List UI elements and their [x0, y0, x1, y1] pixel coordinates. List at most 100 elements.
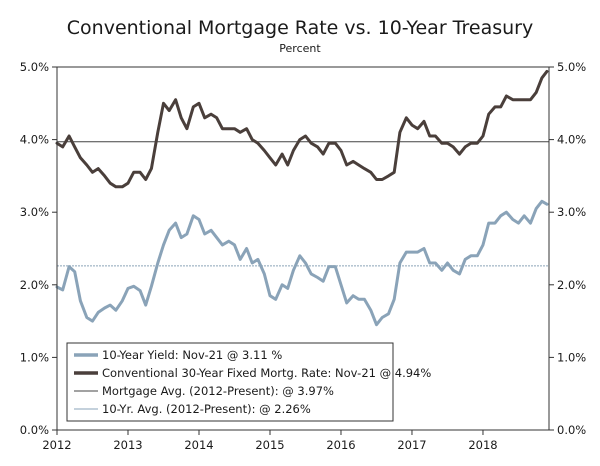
- data-point-1-16: [150, 167, 153, 170]
- x-tick-label-4: 2016: [326, 438, 355, 452]
- legend: 10-Year Yield: Nov-21 @ 3.11 % Conventio…: [66, 342, 431, 422]
- x-tick-label-2: 2014: [184, 438, 213, 452]
- data-point-1-9: [109, 182, 111, 184]
- data-point-1-57: [393, 171, 396, 174]
- data-point-0-36: [269, 294, 271, 297]
- y-tick-label-left-4: 4.0%: [20, 133, 49, 147]
- data-point-1-49: [345, 164, 348, 166]
- data-point-0-83: [546, 203, 548, 205]
- data-point-1-60: [411, 124, 413, 126]
- data-point-0-28: [221, 244, 224, 246]
- data-point-0-53: [370, 309, 372, 312]
- series-line-0: [55, 199, 549, 327]
- data-point-1-15: [144, 178, 147, 181]
- data-point-0-7: [97, 311, 99, 314]
- data-point-1-67: [452, 146, 455, 148]
- data-point-0-1: [61, 289, 64, 291]
- data-point-0-43: [310, 273, 313, 275]
- data-point-1-42: [304, 135, 307, 137]
- data-point-1-31: [239, 131, 241, 134]
- data-point-1-81: [535, 91, 537, 94]
- data-point-0-46: [328, 265, 330, 268]
- data-point-1-38: [281, 153, 283, 155]
- data-point-0-10: [115, 309, 117, 312]
- data-point-1-13: [132, 171, 135, 174]
- data-point-0-31: [239, 258, 241, 261]
- data-point-1-46: [328, 142, 330, 144]
- data-point-1-55: [381, 178, 384, 181]
- data-point-1-3: [73, 146, 76, 148]
- data-point-0-52: [363, 298, 366, 301]
- data-point-1-65: [441, 142, 443, 144]
- data-point-1-32: [245, 127, 248, 130]
- data-point-1-27: [215, 117, 218, 119]
- data-point-0-69: [464, 258, 467, 261]
- data-point-0-58: [399, 262, 401, 264]
- data-point-1-64: [434, 135, 437, 137]
- data-point-0-45: [322, 280, 325, 283]
- data-point-1-80: [529, 98, 532, 101]
- x-tick-label-3: 2015: [255, 438, 284, 452]
- data-point-0-24: [198, 218, 200, 221]
- data-point-0-56: [387, 313, 390, 315]
- data-point-0-17: [157, 262, 159, 264]
- data-point-1-54: [375, 178, 378, 181]
- y-tick-label-left-3: 3.0%: [20, 205, 49, 219]
- data-point-1-77: [512, 98, 514, 101]
- data-point-1-73: [487, 113, 490, 115]
- data-point-0-61: [416, 251, 419, 253]
- y-tick-label-right-1: 1.0%: [557, 350, 586, 364]
- data-point-1-48: [340, 149, 342, 152]
- data-point-0-59: [405, 251, 408, 253]
- data-point-1-18: [162, 102, 165, 105]
- axes: [56, 66, 550, 431]
- y-tick-label-right-4: 4.0%: [557, 133, 586, 147]
- data-point-0-13: [132, 285, 135, 288]
- data-point-0-30: [233, 244, 236, 246]
- data-point-1-4: [79, 157, 82, 159]
- series-line-1: [55, 69, 549, 189]
- data-point-1-52: [363, 167, 366, 170]
- data-point-0-25: [203, 233, 206, 235]
- plot-frame: [56, 66, 550, 431]
- y-tick-label-right-0: 0.0%: [557, 423, 586, 437]
- data-point-1-61: [416, 127, 419, 130]
- legend-box: [66, 342, 394, 422]
- y-tick-label-left-1: 1.0%: [20, 350, 49, 364]
- data-point-0-80: [529, 222, 532, 224]
- data-point-0-37: [274, 298, 277, 301]
- data-point-0-38: [281, 284, 283, 286]
- ticks: 0.0% 0.0% 1.0% 1.0% 2.0% 2.0% 3.0% 3.0% 4.0% 4.0%…: [20, 60, 587, 452]
- data-point-1-6: [91, 171, 94, 174]
- data-point-1-2: [68, 135, 70, 137]
- data-point-0-70: [470, 255, 472, 257]
- data-point-0-15: [144, 304, 147, 306]
- data-point-1-33: [251, 138, 253, 141]
- data-point-1-19: [168, 109, 170, 112]
- data-point-1-82: [541, 77, 543, 79]
- data-point-0-11: [121, 300, 124, 302]
- data-point-1-62: [423, 120, 425, 123]
- data-point-1-44: [316, 146, 319, 148]
- data-point-0-49: [345, 302, 348, 304]
- data-point-0-51: [357, 298, 360, 301]
- data-point-1-23: [192, 106, 195, 108]
- series-layer: [55, 69, 549, 327]
- data-point-0-42: [304, 262, 307, 264]
- data-point-1-45: [322, 153, 325, 155]
- data-point-0-29: [228, 240, 230, 242]
- y-tick-label-right-3: 3.0%: [557, 205, 586, 219]
- data-point-1-69: [464, 146, 467, 148]
- data-point-0-14: [139, 289, 141, 292]
- data-point-0-23: [192, 215, 195, 217]
- data-point-0-79: [523, 215, 525, 217]
- data-point-1-72: [482, 135, 484, 137]
- series-0: [55, 199, 549, 327]
- x-tick-label-1: 2013: [113, 438, 142, 452]
- data-point-1-37: [274, 164, 277, 166]
- data-point-0-18: [162, 244, 165, 246]
- data-point-0-34: [257, 258, 259, 261]
- data-point-1-43: [310, 142, 313, 144]
- y-tick-label-right-5: 5.0%: [557, 60, 586, 74]
- data-point-0-3: [73, 270, 76, 273]
